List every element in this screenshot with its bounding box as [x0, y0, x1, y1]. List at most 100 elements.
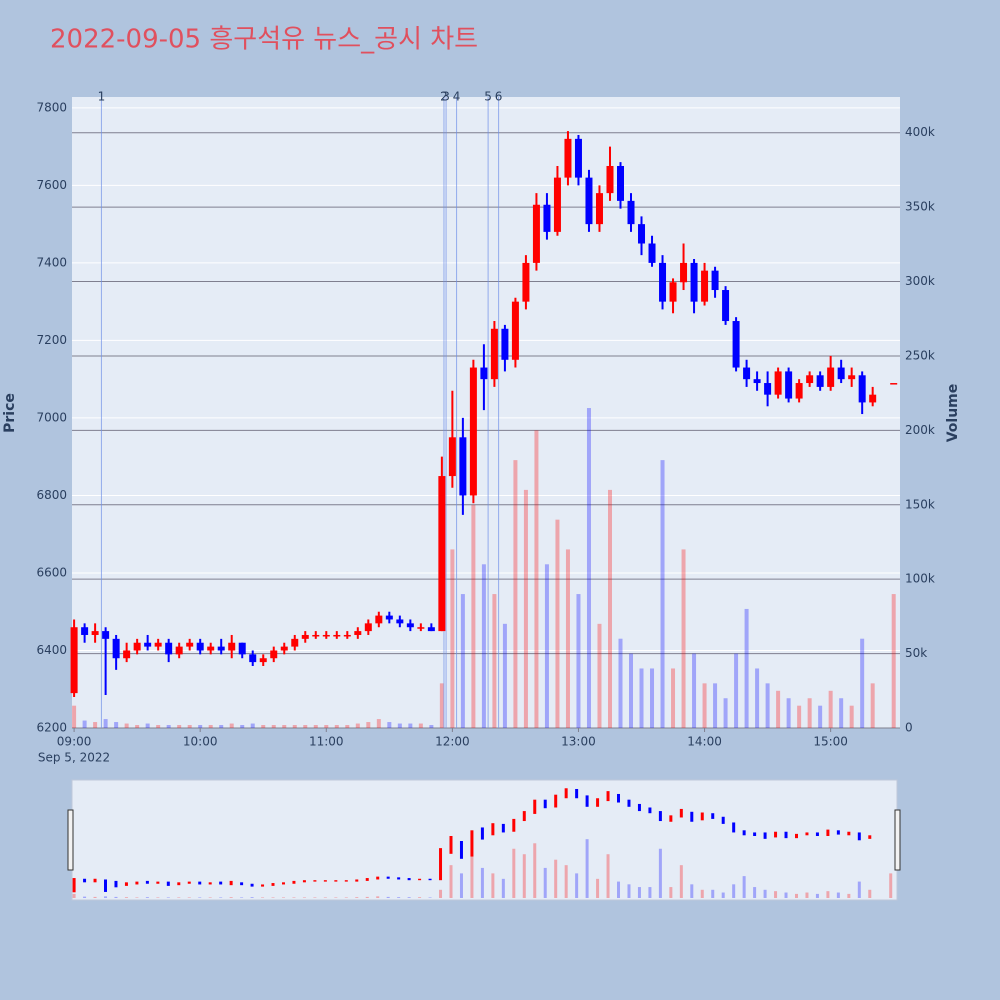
- slider-volume-bar: [847, 893, 851, 898]
- volume-bar: [376, 719, 381, 728]
- slider-volume-bar: [533, 843, 537, 898]
- slider-volume-bar: [648, 887, 652, 898]
- candle-body: [543, 204, 551, 232]
- candle-body: [848, 375, 856, 380]
- candle-body: [564, 138, 572, 178]
- slider-volume-bar: [732, 884, 736, 898]
- slider-volume-bar: [219, 897, 223, 898]
- volume-bar: [807, 698, 812, 728]
- slider-volume-bar: [627, 884, 631, 898]
- volume-bar: [345, 725, 350, 728]
- candle-body: [427, 627, 435, 632]
- range-handle-left[interactable]: [67, 809, 74, 871]
- slider-volume-bar: [334, 897, 338, 898]
- candle-body: [753, 379, 761, 384]
- volume-bar: [492, 594, 497, 728]
- volume-bar: [282, 725, 287, 728]
- volume-bar: [786, 698, 791, 728]
- volume-bar: [797, 705, 802, 728]
- candle-body: [648, 243, 656, 263]
- volume-bar: [366, 722, 371, 728]
- volume-bar: [292, 725, 297, 728]
- slider-volume-bar: [323, 897, 327, 898]
- x-tick-label: 10:00: [183, 735, 218, 749]
- y-tick-label: 6200: [36, 721, 67, 735]
- news-label: 3: [442, 90, 450, 104]
- volume-bar: [450, 549, 455, 728]
- candle-body: [732, 321, 740, 368]
- volume-bar: [303, 725, 308, 728]
- volume-bar: [534, 430, 539, 728]
- candle-body: [827, 367, 835, 387]
- y-tick-label: 7000: [36, 410, 67, 424]
- news-label: 1: [98, 90, 106, 104]
- x-date-label: Sep 5, 2022: [38, 751, 110, 765]
- slider-volume-bar: [281, 897, 285, 898]
- candle-body: [585, 177, 593, 225]
- candle-body: [438, 476, 446, 632]
- slider-volume-bar: [114, 896, 118, 898]
- chart-title: 2022-09-05 흥구석유 뉴스_공시 차트: [50, 25, 478, 55]
- candle-body: [764, 383, 772, 395]
- volume-bar: [523, 489, 528, 728]
- candle-body: [343, 634, 351, 637]
- slider-volume-bar: [700, 889, 704, 898]
- volume-bar: [124, 723, 129, 728]
- slider-volume-bar: [711, 889, 715, 898]
- y2-tick-label: 350k: [905, 200, 935, 214]
- candle-body: [186, 642, 194, 647]
- y2-axis-title: Volume: [945, 384, 961, 443]
- candle-body: [133, 642, 141, 651]
- volume-bar: [439, 683, 444, 728]
- volume-bar: [460, 594, 465, 728]
- range-slider[interactable]: [71, 779, 898, 901]
- candle-body: [112, 638, 120, 659]
- slider-volume-bar: [166, 897, 170, 898]
- slider-volume-bar: [344, 897, 348, 898]
- candle-body: [532, 204, 540, 263]
- slider-volume-bar: [365, 896, 369, 898]
- slider-volume-bar: [857, 881, 861, 898]
- slider-volume-bar: [606, 854, 610, 898]
- volume-bar: [82, 720, 87, 728]
- candle-body: [806, 375, 814, 384]
- slider-volume-bar: [135, 897, 139, 898]
- volume-bar: [208, 725, 213, 728]
- candle-body: [837, 367, 845, 380]
- candle-body: [280, 646, 288, 651]
- volume-bar: [387, 722, 392, 728]
- slider-volume-bar: [512, 848, 516, 898]
- volume-bar: [565, 549, 570, 728]
- volume-bar: [240, 725, 245, 728]
- candle-body: [774, 371, 782, 395]
- y-tick-label: 6600: [36, 565, 67, 579]
- slider-volume-bar: [690, 884, 694, 898]
- y-axis-title: Price: [2, 393, 18, 433]
- candle-body: [165, 642, 173, 655]
- volume-bar: [702, 683, 707, 728]
- candle-body: [690, 262, 698, 302]
- volume-bar: [818, 705, 823, 728]
- slider-volume-bar: [72, 893, 76, 898]
- slider-volume-bar: [522, 854, 526, 898]
- y2-tick-label: 200k: [905, 423, 935, 437]
- news-label: 6: [495, 90, 503, 104]
- volume-bar: [93, 722, 98, 728]
- range-handle-right[interactable]: [894, 809, 901, 871]
- slider-volume-bar: [145, 897, 149, 898]
- candle-body: [322, 634, 330, 637]
- volume-bar: [177, 725, 182, 728]
- y-tick-label: 7400: [36, 255, 67, 269]
- slider-volume-bar: [313, 897, 317, 898]
- volume-bar: [597, 623, 602, 728]
- volume-bar: [187, 725, 192, 728]
- slider-volume-bar: [271, 897, 275, 898]
- slider-volume-bar: [554, 859, 558, 898]
- candle-body: [638, 224, 646, 244]
- slider-volume-bar: [229, 897, 233, 898]
- volume-bar: [250, 723, 255, 728]
- volume-bar: [891, 594, 896, 728]
- x-tick-label: 12:00: [435, 735, 470, 749]
- candle-body: [448, 437, 456, 477]
- slider-volume-bar: [826, 891, 830, 898]
